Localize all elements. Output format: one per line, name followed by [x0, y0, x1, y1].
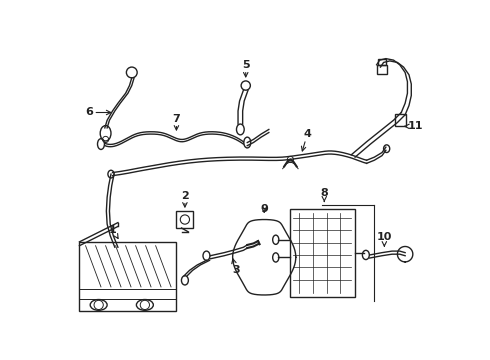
Text: 6: 6	[85, 108, 111, 117]
Text: 3: 3	[232, 259, 240, 275]
Text: 11: 11	[404, 121, 423, 131]
Text: 2: 2	[181, 191, 189, 207]
Text: 5: 5	[242, 60, 249, 77]
Text: 10: 10	[377, 232, 392, 246]
Text: 4: 4	[301, 129, 311, 151]
Text: 8: 8	[320, 188, 328, 201]
Text: 9: 9	[260, 204, 268, 214]
Text: 7: 7	[172, 114, 180, 130]
Text: 1: 1	[109, 225, 118, 238]
